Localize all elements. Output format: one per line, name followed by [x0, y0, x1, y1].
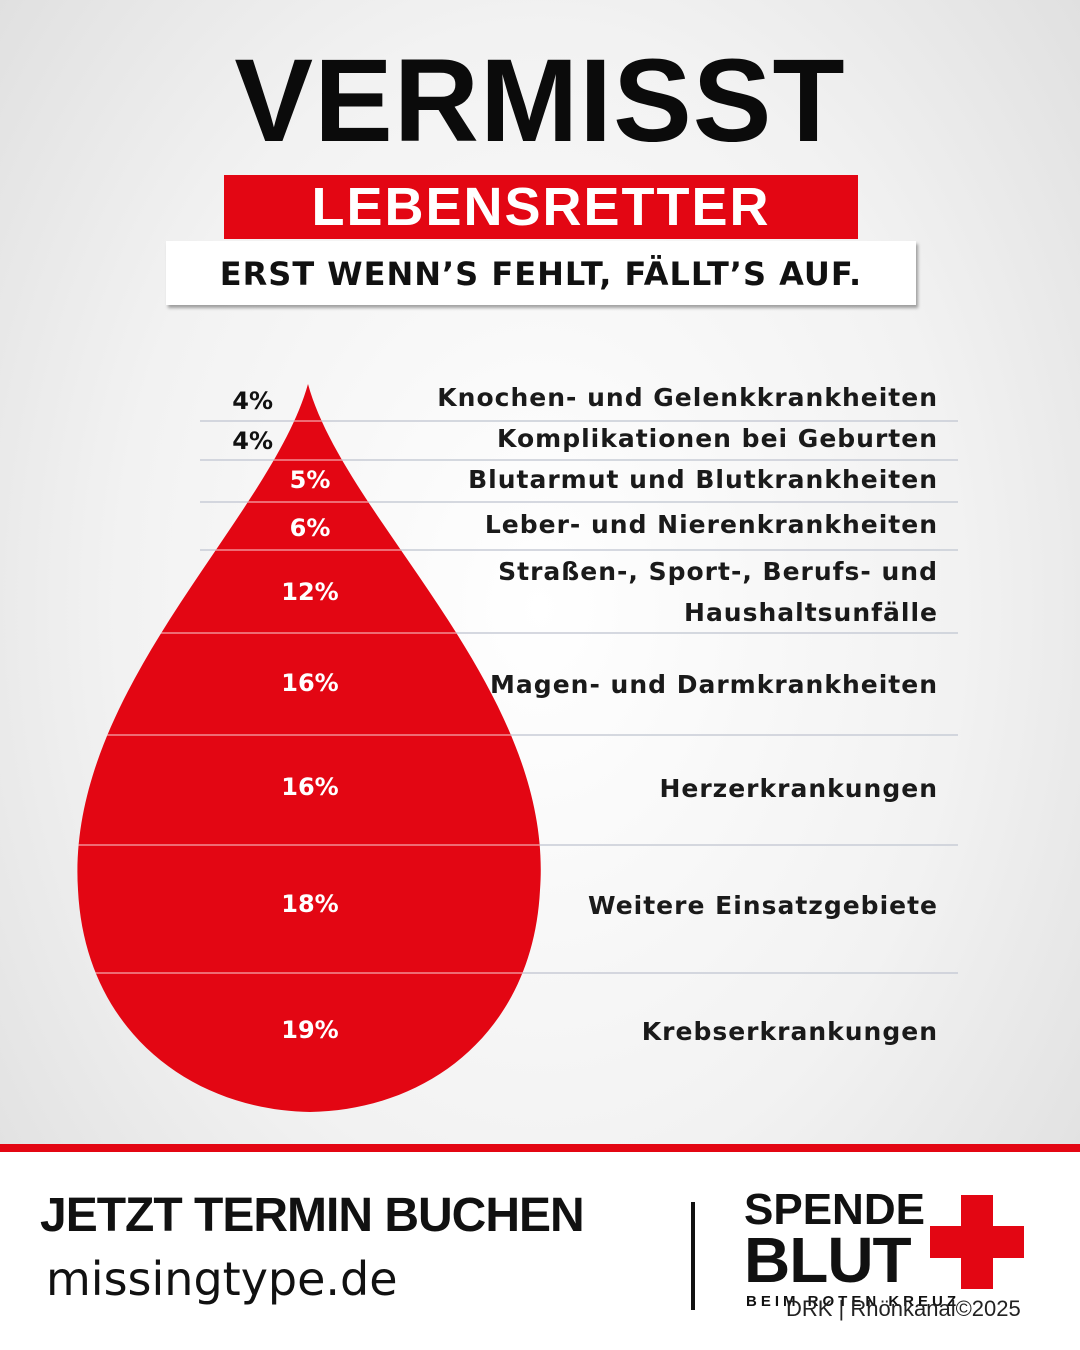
category-label: Blutarmut und Blutkrankheiten	[468, 465, 938, 494]
footer-divider	[691, 1202, 695, 1310]
category-label: Komplikationen bei Geburten	[497, 424, 938, 453]
category-label: Leber- und Nierenkrankheiten	[485, 510, 938, 539]
cta-book-appointment: JETZT TERMIN BUCHEN	[40, 1189, 585, 1242]
category-label: Herzerkrankungen	[659, 774, 938, 803]
percentage-label: 5%	[290, 466, 331, 494]
logo-text-blut: BLUT	[744, 1224, 912, 1296]
subtitle-banner: LEBENSRETTER	[224, 175, 858, 239]
footer-panel	[0, 1152, 1080, 1350]
red-cross-icon	[930, 1195, 1024, 1289]
percentage-label: 18%	[281, 890, 338, 918]
category-label: Magen- und Darmkrankheiten	[490, 670, 938, 699]
logo-text-roten-kreuz: BEIM ROTEN KREUZ	[746, 1293, 960, 1310]
category-labels: Knochen- und Gelenkkrankheiten Komplikati…	[437, 383, 938, 1046]
headline-title: VERMISST	[234, 35, 846, 167]
percentage-label: 16%	[281, 669, 338, 697]
category-label: Krebserkrankungen	[642, 1017, 938, 1046]
website-link[interactable]: missingtype.de	[46, 1252, 398, 1306]
percentage-label: 4%	[232, 427, 273, 455]
tagline-box: ERST WENN’S FEHLT, FÄLLT’S AUF.	[166, 241, 916, 305]
blood-drop-chart: 4% 4% 5% 6% 12% 16% 16% 18% 19% Knochen- und Gel…	[77, 383, 958, 1112]
footer-red-rule	[0, 1144, 1080, 1152]
percentage-labels: 4% 4% 5% 6% 12% 16% 16% 18% 19%	[232, 387, 338, 1044]
percentage-label: 19%	[281, 1016, 338, 1044]
percentage-label: 12%	[281, 578, 338, 606]
image-credit: DRK | Rhönkanal©2025	[786, 1296, 1021, 1321]
percentage-label: 16%	[281, 773, 338, 801]
category-label: Knochen- und Gelenkkrankheiten	[437, 383, 938, 412]
percentage-label: 6%	[290, 514, 331, 542]
percentage-label: 4%	[232, 387, 273, 415]
category-label: Straßen-, Sport-, Berufs- und	[498, 557, 938, 586]
category-label: Haushaltsunfälle	[684, 598, 938, 627]
category-label: Weitere Einsatzgebiete	[588, 891, 938, 920]
logo-text-spende: SPENDE	[744, 1185, 925, 1234]
